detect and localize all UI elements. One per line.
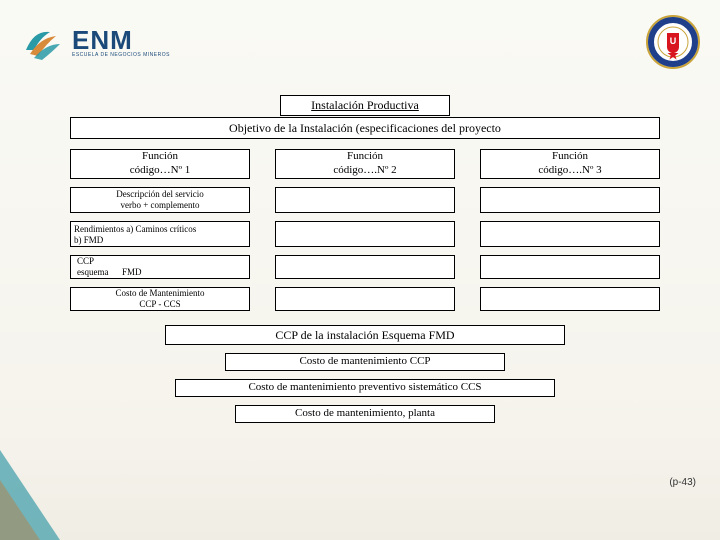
ccp-instalacion-box: CCP de la instalación Esquema FMD: [165, 325, 565, 345]
func3-l2: código….Nº 3: [538, 164, 601, 176]
svg-text:U: U: [670, 36, 677, 46]
corner-accent-brown: [0, 480, 40, 540]
costo-label: Costo de Mantenimiento CCP - CCS: [70, 287, 250, 311]
ccp-col3: [480, 255, 660, 279]
ccp-l2a: esquema: [77, 267, 109, 277]
rendimientos-col3: [480, 221, 660, 247]
rend-l1: Rendimientos a) Caminos críticos: [74, 224, 196, 234]
costo-ccp-box: Costo de mantenimiento CCP: [225, 353, 505, 371]
page-reference: (p-43): [669, 477, 696, 488]
func2-l1: Función: [347, 150, 383, 162]
costo-l2: CCP - CCS: [75, 299, 245, 310]
descripcion-col2: [275, 187, 455, 213]
objetivo-box: Objetivo de la Instalación (especificaci…: [70, 117, 660, 139]
costo-col2: [275, 287, 455, 311]
desc-l1: Descripción del servicio: [74, 189, 246, 200]
ccp-col2: [275, 255, 455, 279]
desc-l2: verbo + complemento: [74, 200, 246, 211]
func2-l2: código….Nº 2: [333, 164, 396, 176]
rend-l2: b) FMD: [74, 235, 103, 245]
title-box: Instalación Productiva: [280, 95, 450, 116]
functions-row: Función código…Nº 1 Función código….Nº 2…: [70, 149, 660, 179]
rendimientos-col2: [275, 221, 455, 247]
descripcion-label: Descripción del servicio verbo + complem…: [70, 187, 250, 213]
costo-col3: [480, 287, 660, 311]
function-1: Función código…Nº 1: [70, 149, 250, 179]
costo-l1: Costo de Mantenimiento: [75, 288, 245, 299]
func3-l1: Función: [552, 150, 588, 162]
logo-enm: ENM ESCUELA DE NEGOCIOS MINEROS: [20, 20, 170, 64]
university-seal-icon: U: [646, 15, 700, 69]
ccp-label: CCP esquema FMD: [70, 255, 250, 279]
descripcion-col3: [480, 187, 660, 213]
diagram: Instalación Productiva Objetivo de la In…: [70, 95, 660, 423]
logo-subtitle: ESCUELA DE NEGOCIOS MINEROS: [72, 53, 170, 58]
row-ccp: CCP esquema FMD: [70, 255, 660, 279]
logo-swirl-icon: [20, 20, 64, 64]
row-costo: Costo de Mantenimiento CCP - CCS: [70, 287, 660, 311]
row-rendimientos: Rendimientos a) Caminos críticos b) FMD: [70, 221, 660, 247]
func1-l2: código…Nº 1: [130, 164, 191, 176]
func1-l1: Función: [142, 150, 178, 162]
logo-acronym: ENM: [72, 27, 170, 53]
function-2: Función código….Nº 2: [275, 149, 455, 179]
ccp-l2b: FMD: [122, 267, 142, 277]
costo-planta-box: Costo de mantenimiento, planta: [235, 405, 495, 423]
row-descripcion: Descripción del servicio verbo + complem…: [70, 187, 660, 213]
costo-ccs-box: Costo de mantenimiento preventivo sistem…: [175, 379, 555, 397]
rendimientos-label: Rendimientos a) Caminos críticos b) FMD: [70, 221, 250, 247]
ccp-l1: CCP: [77, 256, 94, 266]
function-3: Función código….Nº 3: [480, 149, 660, 179]
header: ENM ESCUELA DE NEGOCIOS MINEROS U: [20, 12, 700, 72]
